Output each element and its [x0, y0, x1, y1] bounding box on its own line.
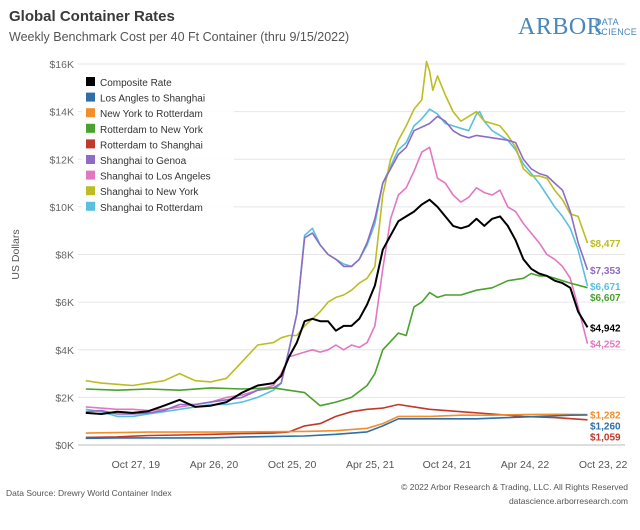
y-axis: $0K $2K $4K $6K $8K $10K $12K $14K $16K	[49, 59, 74, 452]
series-line-shanghai-to-genoa	[85, 115, 589, 415]
x-axis: Oct 27, 19 Apr 26, 20 Oct 25, 20 Apr 25, 21…	[78, 444, 628, 471]
y-tick-label: $0K	[55, 440, 74, 452]
chart-title: Global Container Rates	[9, 8, 175, 25]
end-labels: $8,477 $7,353 $6,671$6,607 $4,942 $4,252 $1,2…	[590, 239, 621, 443]
legend-background	[82, 70, 234, 217]
series-line-los-angles-to-shanghai	[85, 414, 588, 440]
series-line-rotterdam-to-new-york	[85, 272, 588, 407]
legend-label-new-york-to-rotterdam: New York to Rotterdam	[100, 109, 203, 120]
data-source: Data Source: Drewry World Container Inde…	[6, 488, 172, 498]
legend-label-shanghai-to-rotterdam: Shanghai to Rotterdam	[100, 203, 203, 214]
x-tick-label: Oct 27, 19	[112, 459, 161, 471]
legend-swatch-rotterdam-to-new-york	[86, 123, 95, 133]
legend-swatch-shanghai-to-rotterdam	[86, 201, 95, 211]
x-tick-label: Oct 25, 20	[268, 459, 317, 471]
end-label-shanghai-to-genoa: $7,353	[590, 266, 621, 277]
x-tick-label: Apr 24, 22	[501, 459, 550, 471]
end-label-shanghai-to-new-york: $8,477	[590, 239, 621, 250]
website: datascience.arborresearch.com	[508, 496, 628, 506]
legend: Composite Rate Los Angles to Shanghai New …	[82, 70, 234, 217]
legend-label-los-angles-to-shanghai: Los Angles to Shanghai	[100, 94, 205, 105]
y-tick-label: $14K	[49, 107, 74, 119]
end-label-rotterdam-to-shanghai: $1,059	[590, 432, 621, 443]
legend-label-shanghai-to-new-york: Shanghai to New York	[100, 187, 199, 198]
chart-subtitle: Weekly Benchmark Cost per 40 Ft Containe…	[9, 30, 350, 44]
end-label-shanghai-to-los-angeles: $4,252	[590, 340, 621, 351]
legend-swatch-los-angles-to-shanghai	[86, 92, 95, 102]
series-line-composite-rate	[85, 198, 589, 415]
legend-label-composite-rate: Composite Rate	[100, 78, 172, 89]
y-axis-label: US Dollars	[10, 229, 22, 279]
logo-wordmark: ARBOR	[518, 14, 604, 40]
legend-swatch-shanghai-to-los-angeles	[86, 170, 95, 180]
copyright: © 2022 Arbor Research & Trading, LLC. Al…	[401, 482, 628, 492]
x-tick-label: Apr 25, 21	[346, 459, 395, 471]
y-tick-label: $12K	[49, 154, 74, 166]
logo-subtext-2: SCIENCE	[595, 27, 638, 37]
legend-label-rotterdam-to-new-york: Rotterdam to New York	[100, 125, 204, 136]
x-tick-label: Oct 23, 22	[579, 459, 628, 471]
y-tick-label: $4K	[55, 345, 74, 357]
y-tick-label: $16K	[49, 59, 74, 71]
end-label-new-york-to-rotterdam: $1,282	[590, 410, 621, 421]
legend-swatch-new-york-to-rotterdam	[86, 108, 95, 118]
legend-label-shanghai-to-genoa: Shanghai to Genoa	[100, 156, 187, 167]
logo-subtext-1: DATA	[595, 17, 619, 27]
legend-swatch-shanghai-to-new-york	[86, 186, 95, 196]
arbor-logo: ARBOR DATA SCIENCE	[518, 14, 637, 44]
end-label-composite-rate: $4,942	[590, 323, 621, 334]
legend-swatch-shanghai-to-genoa	[86, 155, 95, 164]
line-chart: $0K $2K $4K $6K $8K $10K $12K $14K $16K Oct 27, …	[10, 59, 628, 471]
series-line-shanghai-to-new-york	[85, 60, 589, 387]
legend-label-shanghai-to-los-angeles: Shanghai to Los Angeles	[100, 172, 211, 183]
y-tick-label: $10K	[49, 202, 74, 214]
legend-swatch-composite-rate	[86, 77, 95, 86]
legend-swatch-rotterdam-to-shanghai	[86, 139, 95, 149]
end-label-shanghai-to-rotterdam: $6,671	[590, 282, 621, 293]
x-tick-label: Oct 24, 21	[423, 459, 472, 471]
y-tick-label: $8K	[55, 250, 74, 262]
y-tick-label: $2K	[55, 392, 74, 404]
y-tick-label: $6K	[55, 297, 74, 309]
series-line-new-york-to-rotterdam	[85, 413, 588, 434]
legend-label-rotterdam-to-shanghai: Rotterdam to Shanghai	[100, 140, 203, 151]
series-line-rotterdam-to-shanghai	[85, 403, 588, 439]
x-tick-label: Apr 26, 20	[190, 459, 239, 471]
series-lines	[85, 60, 589, 440]
end-label-rotterdam-to-new-york: $6,607	[590, 293, 621, 304]
end-label-los-angles-to-shanghai: $1,260	[590, 421, 621, 432]
